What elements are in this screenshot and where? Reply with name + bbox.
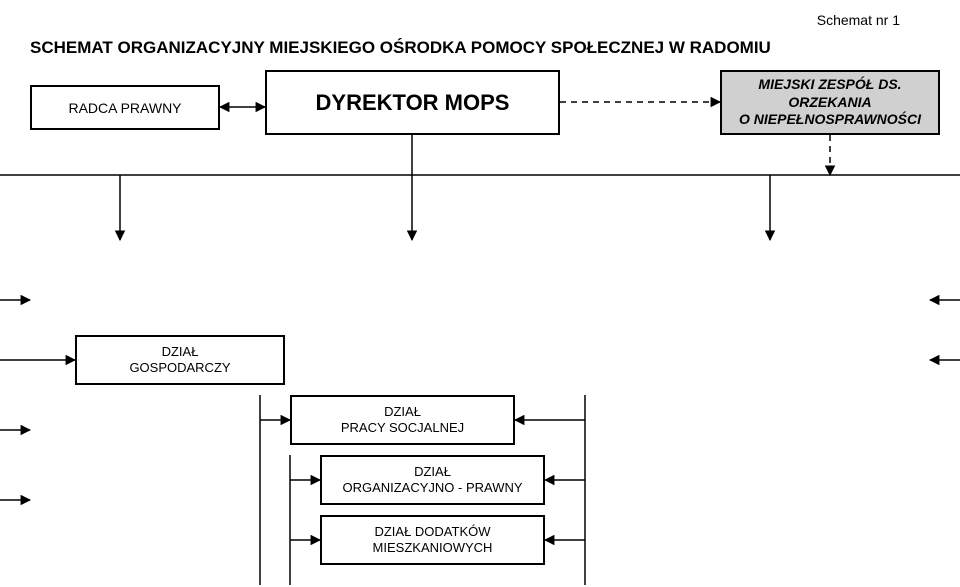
node-label-line: ORZEKANIA xyxy=(788,94,871,112)
schemat-number-label: Schemat nr 1 xyxy=(817,12,900,28)
node-radca-prawny: RADCA PRAWNY xyxy=(30,85,220,130)
node-label-line: DZIAŁ xyxy=(162,344,199,360)
node-label-line: GOSPODARCZY xyxy=(129,360,230,376)
node-label: DYREKTOR MOPS xyxy=(316,90,510,116)
node-label-line: DZIAŁ xyxy=(384,404,421,420)
node-label-line: PRACY SOCJALNEJ xyxy=(341,420,464,436)
node-label-line: ORGANIZACYJNO - PRAWNY xyxy=(342,480,522,496)
node-dzial-pracy-socjalnej: DZIAŁ PRACY SOCJALNEJ xyxy=(290,395,515,445)
node-label: RADCA PRAWNY xyxy=(68,100,181,116)
node-dzial-organizacyjno-prawny: DZIAŁ ORGANIZACYJNO - PRAWNY xyxy=(320,455,545,505)
node-dzial-gospodarczy: DZIAŁ GOSPODARCZY xyxy=(75,335,285,385)
node-label-line: O NIEPEŁNOSPRAWNOŚCI xyxy=(739,111,921,129)
node-label-line: MIEJSKI ZESPÓŁ DS. xyxy=(758,76,901,94)
node-miejski-zespol: MIEJSKI ZESPÓŁ DS. ORZEKANIA O NIEPEŁNOS… xyxy=(720,70,940,135)
node-dyrektor-mops: DYREKTOR MOPS xyxy=(265,70,560,135)
node-label-line: DZIAŁ DODATKÓW xyxy=(374,524,490,540)
node-dzial-dodatkow-mieszkaniowych: DZIAŁ DODATKÓW MIESZKANIOWYCH xyxy=(320,515,545,565)
node-label-line: MIESZKANIOWYCH xyxy=(373,540,493,556)
node-label-line: DZIAŁ xyxy=(414,464,451,480)
diagram-title: SCHEMAT ORGANIZACYJNY MIEJSKIEGO OŚRODKA… xyxy=(30,38,771,58)
